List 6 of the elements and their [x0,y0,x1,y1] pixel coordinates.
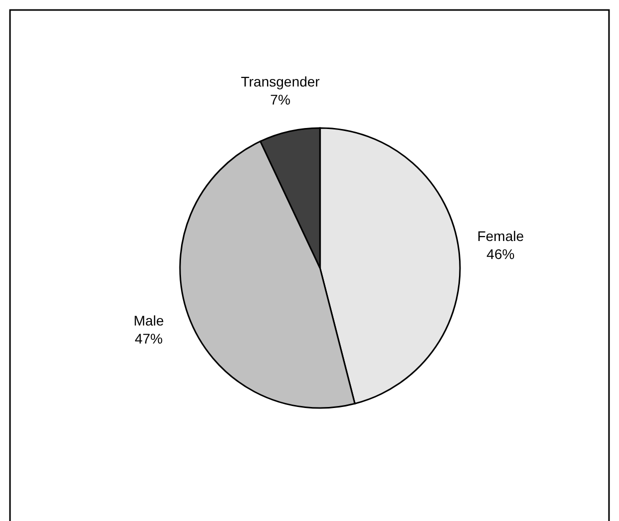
data-label: 46% [486,246,515,262]
data-label: 7% [270,91,290,108]
data-label: 47% [134,330,163,347]
slice-label: Transgender [240,73,320,90]
slice-label: Female [477,228,524,244]
slice-label: Male [134,312,164,329]
